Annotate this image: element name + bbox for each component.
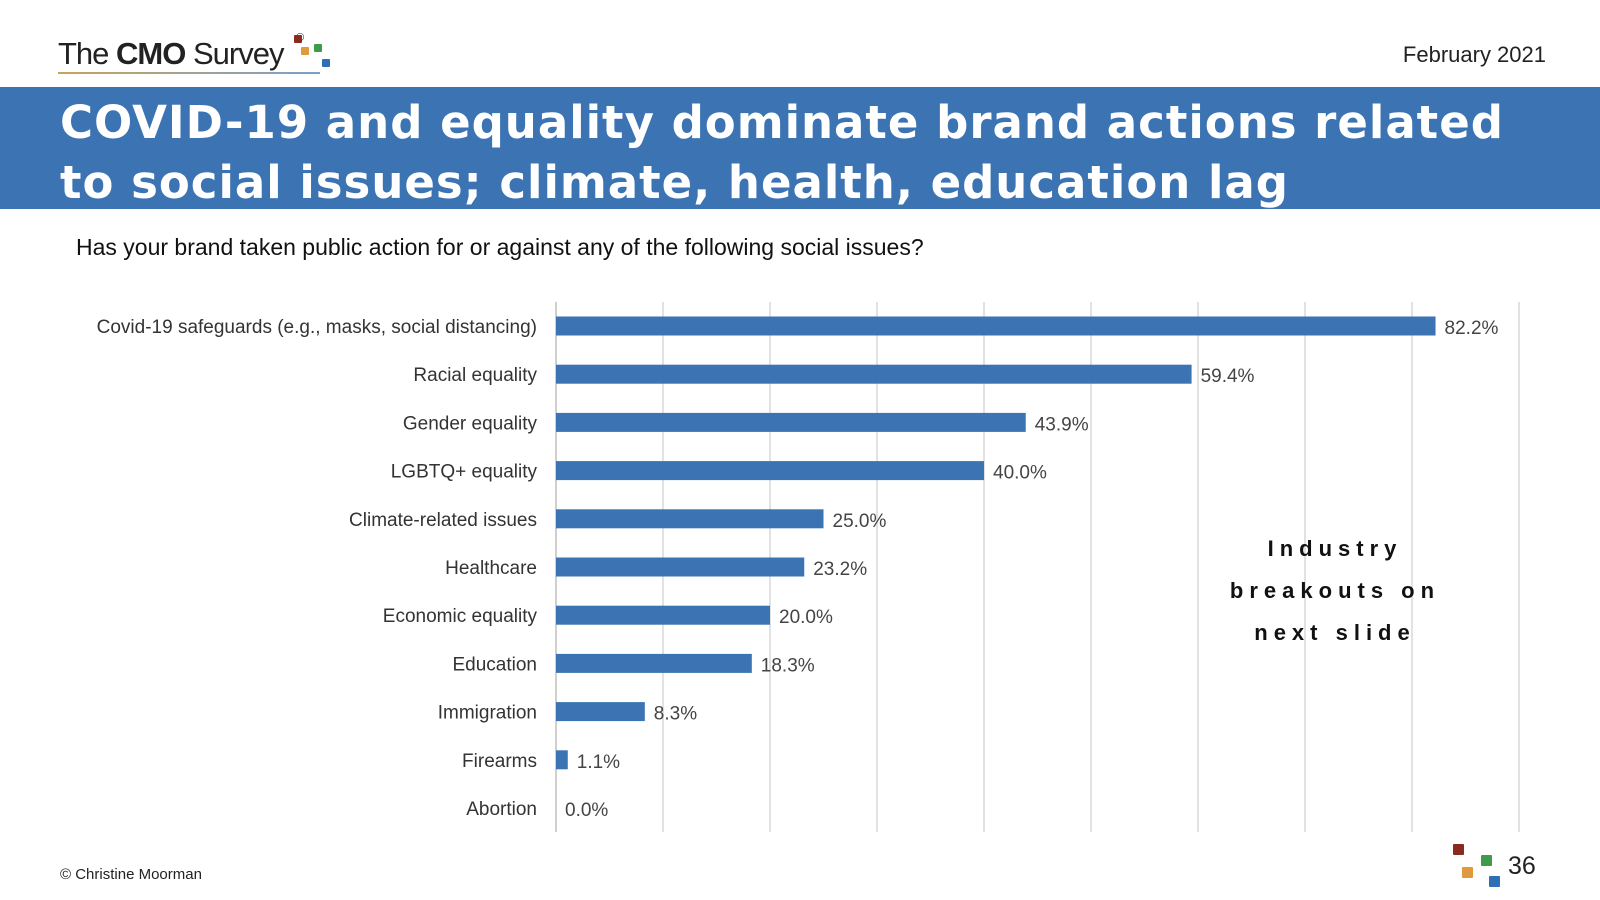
category-label: Climate-related issues: [349, 510, 537, 531]
category-label: Education: [452, 654, 537, 675]
value-label: 59.4%: [1201, 366, 1255, 387]
value-label: 18.3%: [761, 655, 815, 676]
category-label: Racial equality: [413, 365, 537, 386]
category-label: Covid-19 safeguards (e.g., masks, social…: [97, 317, 537, 338]
page-number: 36: [1508, 852, 1536, 880]
chart-category-labels: Covid-19 safeguards (e.g., masks, social…: [97, 317, 538, 820]
bar: [556, 557, 805, 577]
logo-prefix: The: [58, 36, 117, 71]
bar: [556, 316, 1436, 336]
bar: [556, 702, 645, 722]
logo-square-green: [314, 44, 322, 52]
bar: [556, 750, 568, 770]
value-label: 0.0%: [565, 800, 608, 821]
logo-square-red: [294, 35, 302, 43]
copyright: © Christine Moorman: [60, 866, 202, 883]
bar: [556, 364, 1192, 384]
footer-square-green: [1481, 855, 1492, 866]
logo-square-blue: [322, 59, 330, 67]
chart-value-labels: 82.2% 59.4% 43.9% 40.0% 25.0% 23.2% 20.0% 18.3%…: [565, 318, 1499, 821]
value-label: 20.0%: [779, 607, 833, 628]
report-date: February 2021: [1402, 42, 1546, 67]
bar: [556, 509, 824, 529]
category-label: Economic equality: [383, 606, 538, 627]
category-label: Healthcare: [445, 558, 537, 579]
logo-underline: [58, 72, 320, 74]
logo-wordmark: The CMO Survey: [58, 36, 285, 72]
title-banner: COVID-19 and equality dominate brand act…: [0, 87, 1600, 209]
value-label: 43.9%: [1035, 414, 1089, 435]
bar: [556, 653, 752, 673]
bar: [556, 605, 770, 625]
chart-bars: [556, 316, 1436, 770]
bar-chart: Covid-19 safeguards (e.g., masks, social…: [97, 302, 1520, 832]
value-label: 40.0%: [993, 463, 1047, 484]
bar: [556, 461, 984, 481]
footer-square-blue: [1489, 876, 1500, 887]
category-label: Firearms: [462, 751, 537, 772]
survey-question: Has your brand taken public action for o…: [76, 234, 924, 260]
footer-square-red: [1453, 844, 1464, 855]
bar: [556, 412, 1026, 432]
logo-brand: CMO: [116, 36, 186, 71]
value-label: 8.3%: [654, 704, 697, 725]
industry-breakouts-note: Industry breakouts on next slide: [1229, 536, 1441, 645]
category-label: Abortion: [466, 799, 537, 820]
category-label: Gender equality: [403, 413, 538, 434]
logo-square-orange: [301, 47, 309, 55]
value-label: 1.1%: [577, 752, 620, 773]
category-label: Immigration: [438, 703, 537, 724]
value-label: 23.2%: [813, 559, 867, 580]
value-label: 82.2%: [1445, 318, 1499, 339]
footer-square-orange: [1462, 867, 1473, 878]
category-label: LGBTQ+ equality: [391, 462, 538, 483]
value-label: 25.0%: [833, 511, 887, 532]
slide-title: COVID-19 and equality dominate brand act…: [60, 96, 1504, 209]
logo-suffix: Survey: [185, 36, 285, 71]
